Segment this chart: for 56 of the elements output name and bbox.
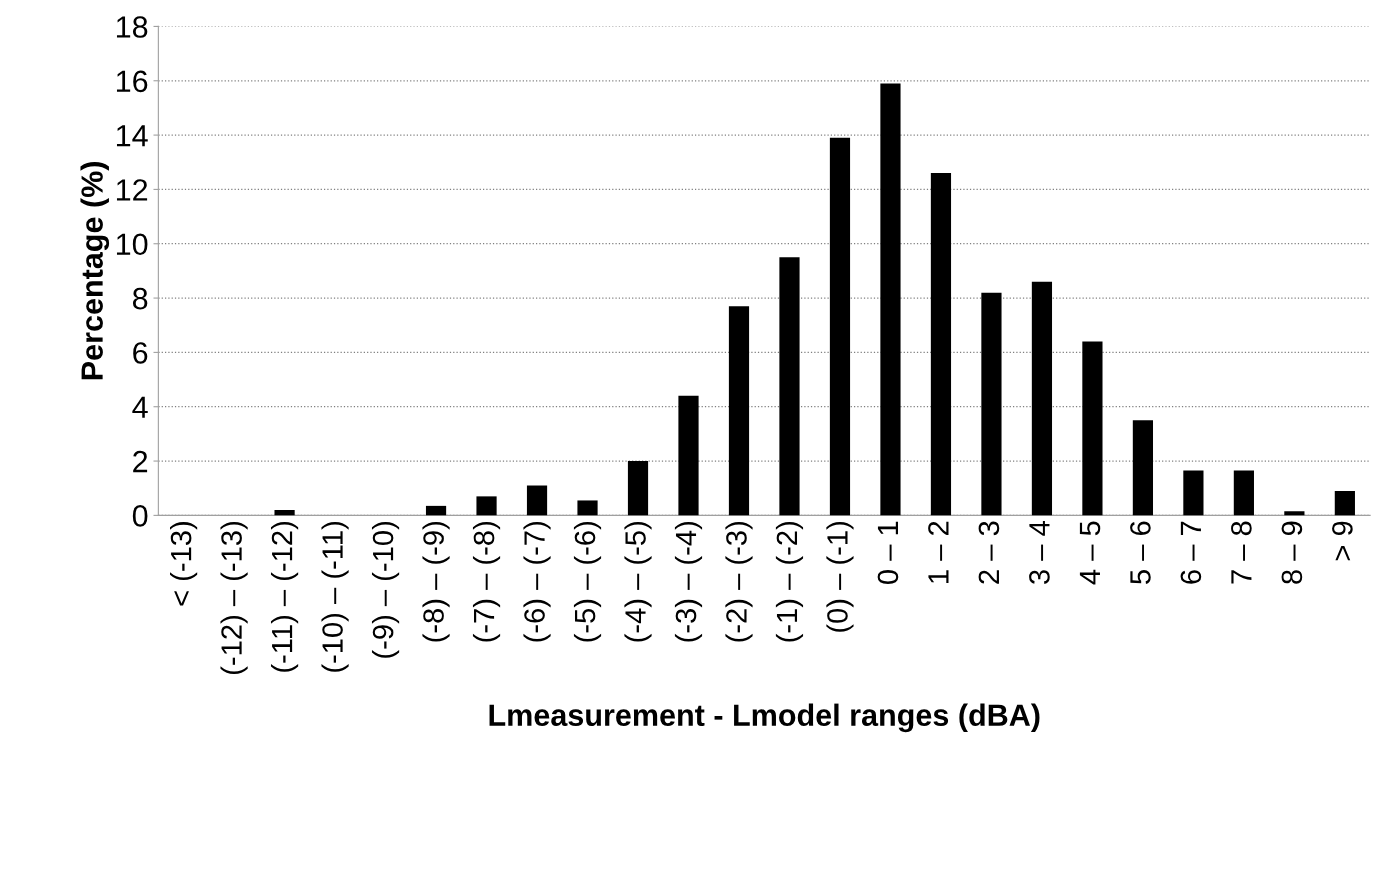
- x-tick-label: (-5) – (-6): [573, 522, 602, 642]
- x-tick-label: 2 – 3: [978, 521, 1000, 584]
- x-tick-label: 0 – 1: [877, 521, 899, 584]
- x-tick-label: 7 – 8: [1231, 521, 1252, 584]
- x-tick-label: (-4) – (-5): [624, 522, 652, 642]
- x-tick-label: > 9: [1332, 521, 1353, 561]
- bar: [1334, 490, 1355, 516]
- y-tick-label: 6: [133, 342, 148, 364]
- x-tick-label: (-10) – (-11): [321, 522, 349, 672]
- bar: [930, 173, 952, 516]
- bar: [1031, 281, 1053, 516]
- x-tick-label: (-1) – (-2): [775, 522, 804, 642]
- bar: [678, 395, 699, 516]
- x-tick-label: (-6) – (-7): [523, 522, 551, 642]
- x-tick-label: 4 – 5: [1079, 521, 1101, 585]
- x-tick-label: (-7) – (-8): [472, 522, 501, 642]
- y-tick-label: 8: [132, 287, 148, 310]
- bar: [1132, 420, 1154, 516]
- bar: [476, 496, 497, 516]
- y-tick-label: 14: [116, 125, 148, 147]
- x-tick-label: 1 – 2: [928, 521, 949, 583]
- x-tick-label: 8 – 9: [1281, 521, 1303, 584]
- bar: [577, 500, 598, 516]
- x-tick-label: (-9) – (-10): [371, 522, 400, 658]
- x-tick-label: 3 – 4: [1029, 521, 1050, 584]
- bar: [829, 137, 851, 516]
- x-tick-label: (-12) – (-13): [220, 522, 248, 675]
- bar: [779, 257, 800, 516]
- bar: [880, 83, 901, 516]
- x-tick-label: (0) – (-1): [826, 522, 854, 632]
- x-tick-label: 6 – 7: [1180, 521, 1202, 584]
- x-axis-title: Lmeasurement - Lmodel ranges (dBA): [489, 703, 1040, 733]
- y-tick-label: 0: [132, 505, 148, 527]
- bar: [1082, 341, 1103, 516]
- bar: [1284, 511, 1305, 516]
- x-tick-label: 5 – 6: [1130, 521, 1151, 584]
- x-tick-label: (-11) – (-12): [270, 522, 299, 672]
- bar: [526, 485, 548, 516]
- bar: [981, 292, 1002, 516]
- y-tick-label: 18: [116, 16, 148, 38]
- y-tick-label: 4: [132, 396, 148, 418]
- y-tick-label: 10: [116, 233, 148, 256]
- bar: [1183, 470, 1204, 516]
- y-tick-label: 16: [116, 70, 148, 93]
- x-tick-label: (-8) – (-9): [422, 522, 450, 642]
- x-tick-label: (-3) – (-4): [674, 522, 703, 642]
- y-axis-title: Percentage (%): [80, 162, 110, 380]
- bar: [1233, 470, 1254, 516]
- y-tick-label: 12: [116, 179, 148, 201]
- bar: [728, 306, 750, 516]
- x-tick-label: (-2) – (-3): [725, 522, 753, 642]
- bar: [425, 505, 447, 516]
- bar: [627, 461, 649, 516]
- x-tick-label: < (-13): [170, 522, 198, 606]
- y-tick-label: 2: [133, 450, 148, 473]
- bar: [274, 509, 295, 516]
